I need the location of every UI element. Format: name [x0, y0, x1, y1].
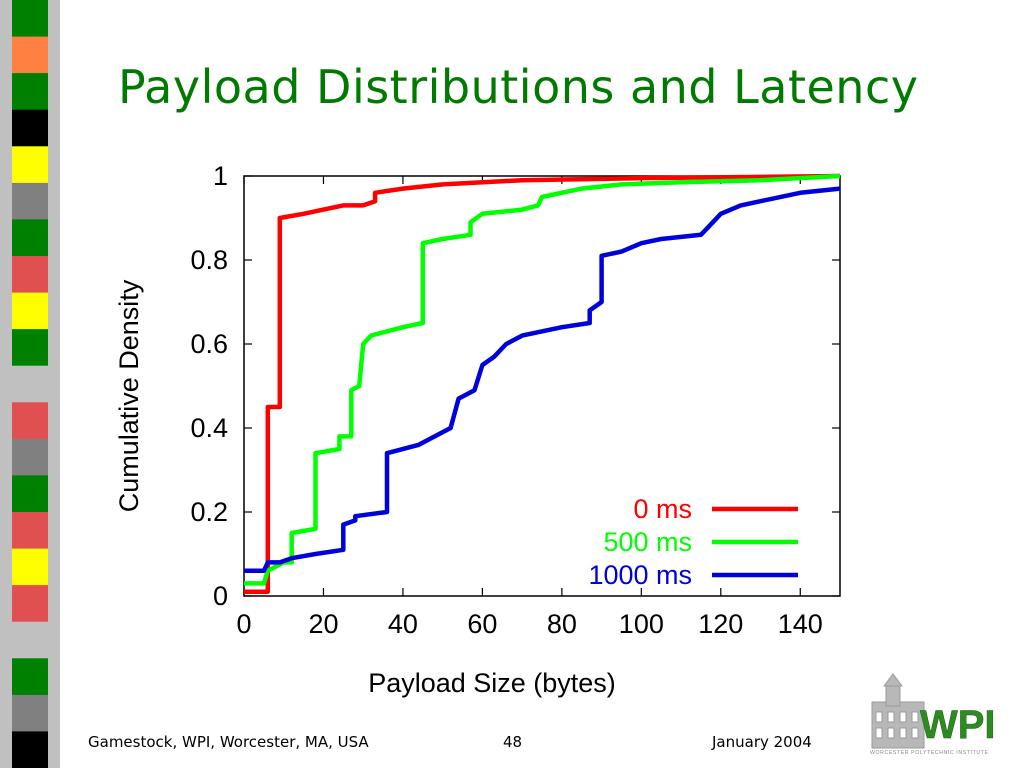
x-axis-label: Payload Size (bytes)	[368, 668, 616, 698]
y-tick-label: 1	[213, 161, 228, 191]
footer-source: Gamestock, WPI, Worcester, MA, USA	[88, 733, 369, 751]
y-tick-label: 0.8	[190, 245, 228, 275]
stripe-block	[12, 36, 48, 74]
x-tick-label: 40	[388, 609, 418, 639]
stripe-block	[12, 256, 48, 294]
stripe-block	[12, 329, 48, 367]
stripe-block	[12, 512, 48, 550]
x-tick-label: 140	[778, 609, 823, 639]
x-tick-label: 80	[547, 609, 577, 639]
stripe-block	[12, 146, 48, 184]
slide-title: Payload Distributions and Latency	[118, 60, 919, 114]
stripe-block	[12, 109, 48, 147]
x-tick-label: 120	[698, 609, 743, 639]
y-tick-label: 0	[213, 581, 228, 611]
x-tick-label: 20	[308, 609, 338, 639]
logo-subtext: WORCESTER POLYTECHNIC INSTITUTE	[870, 750, 989, 756]
stripe-block	[12, 402, 48, 440]
stripe-block	[12, 365, 48, 403]
page-number: 48	[503, 733, 523, 751]
stripe-block	[12, 73, 48, 111]
decorative-stripe-bar	[0, 0, 60, 768]
stripe-bar-edge	[0, 0, 12, 768]
logo-text: WPI	[920, 703, 996, 747]
stripe-block	[12, 658, 48, 696]
stripe-block	[12, 0, 48, 38]
y-tick-label: 0.2	[190, 497, 228, 527]
building-icon	[871, 673, 925, 749]
stripe-block	[12, 621, 48, 659]
legend-label: 0 ms	[633, 494, 692, 524]
legend-label: 500 ms	[603, 527, 692, 557]
wpi-logo: WPI WORCESTER POLYTECHNIC INSTITUTE	[870, 673, 996, 756]
stripe-block	[12, 475, 48, 513]
series-line-0-ms	[244, 173, 841, 595]
y-axis-label: Cumulative Density	[114, 279, 144, 512]
x-tick-label: 60	[467, 609, 497, 639]
cdf-line-chart: 0 20 40 60 80 100 120 140 0 0.2 0.4 0.6 0.8 1 Payload …	[114, 161, 841, 698]
stripe-bar-edge	[48, 0, 60, 768]
series-line-500-ms	[244, 173, 841, 586]
stripe-block	[12, 292, 48, 330]
stripe-block	[12, 438, 48, 477]
footer-date: January 2004	[712, 733, 812, 751]
stripe-block	[12, 548, 48, 586]
x-tick-label: 0	[236, 609, 251, 639]
stripe-block	[12, 182, 48, 221]
stripe-block	[12, 731, 48, 768]
stripe-block	[12, 694, 48, 733]
stripe-block	[12, 585, 48, 623]
x-tick-label: 100	[619, 609, 664, 639]
y-tick-label: 0.6	[190, 329, 228, 359]
stripe-block	[12, 219, 48, 257]
series-line-1000-ms	[244, 186, 841, 574]
y-tick-label: 0.4	[190, 413, 228, 443]
plot-frame	[243, 175, 841, 597]
legend-label: 1000 ms	[588, 560, 692, 590]
